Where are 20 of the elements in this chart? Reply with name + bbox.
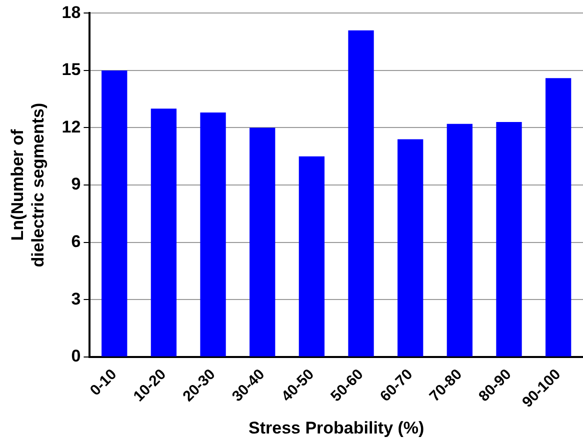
bar <box>446 124 473 356</box>
y-tick-label: 12 <box>62 117 81 136</box>
x-tick-label: 0-10 <box>86 366 120 400</box>
y-tick-label: 3 <box>71 289 81 308</box>
bar <box>150 108 177 356</box>
x-axis-title: Stress Probability (%) <box>248 418 424 438</box>
bar <box>546 78 572 356</box>
y-tick-label: 18 <box>62 2 81 22</box>
bar <box>348 30 374 356</box>
bar <box>200 112 226 356</box>
y-tick-label: 9 <box>71 174 81 194</box>
y-tick-label: 6 <box>71 232 81 251</box>
bar <box>398 139 424 356</box>
bar <box>250 128 276 356</box>
y-tick-label: 0 <box>71 346 81 366</box>
bar <box>496 122 522 356</box>
y-tick-label: 15 <box>62 60 81 80</box>
bar <box>298 156 325 356</box>
y-axis-title: Ln(Number of dielectric segments) <box>8 102 48 268</box>
bar <box>102 70 128 356</box>
